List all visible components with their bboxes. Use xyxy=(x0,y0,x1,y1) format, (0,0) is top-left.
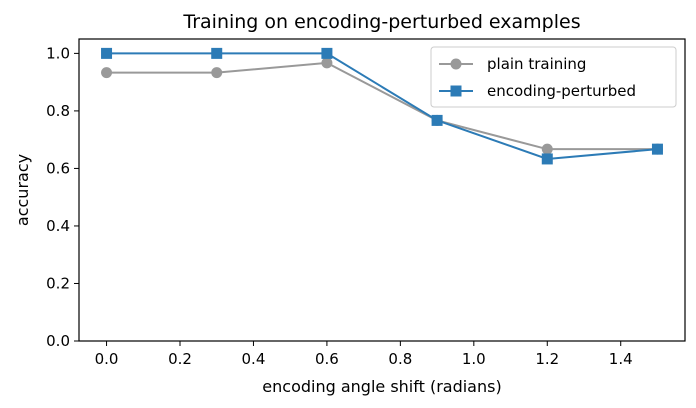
x-tick-label: 0.0 xyxy=(95,350,119,368)
x-axis-label: encoding angle shift (radians) xyxy=(262,377,501,396)
y-tick-label: 0.2 xyxy=(46,274,70,292)
series-line xyxy=(106,52,658,160)
data-point xyxy=(541,153,553,165)
data-point xyxy=(101,67,113,79)
x-tick-label: 1.2 xyxy=(535,350,559,368)
legend-marker xyxy=(450,58,462,70)
y-tick-label: 0.0 xyxy=(46,332,70,350)
data-point xyxy=(541,143,553,155)
series-encoding-perturbed xyxy=(101,47,663,165)
x-tick-label: 0.6 xyxy=(315,350,339,368)
plot-frame xyxy=(78,38,686,342)
y-axis-label: accuracy xyxy=(13,154,32,226)
data-point xyxy=(101,47,113,59)
series-line xyxy=(106,61,658,151)
x-tick-label: 0.8 xyxy=(388,350,412,368)
y-tick-label: 0.8 xyxy=(46,102,70,120)
legend-label: encoding-perturbed xyxy=(487,82,636,100)
x-tick-label: 0.4 xyxy=(242,350,266,368)
x-tick-label: 1.0 xyxy=(462,350,486,368)
y-tick-label: 0.6 xyxy=(46,159,70,177)
series-layer xyxy=(101,47,663,165)
data-point xyxy=(651,143,663,155)
data-point xyxy=(321,57,333,69)
data-point xyxy=(211,67,223,79)
legend-label: plain training xyxy=(487,55,586,73)
legend-box xyxy=(430,46,677,108)
axes: 0.0 0.2 0.4 0.6 0.8 1.0 1.2 1.4 0.0 0.2 0.4 0.6 0.8 1… xyxy=(46,44,633,368)
data-point xyxy=(321,47,333,59)
legend: plain training encoding-perturbed xyxy=(430,46,677,108)
legend-marker xyxy=(450,85,462,97)
x-tick-label: 1.4 xyxy=(609,350,633,368)
chart-title: Training on encoding-perturbed examples xyxy=(182,11,580,33)
data-point xyxy=(431,114,443,126)
y-tick-label: 0.4 xyxy=(46,217,70,235)
data-point xyxy=(211,47,223,59)
y-tick-label: 1.0 xyxy=(46,44,70,62)
x-tick-label: 0.2 xyxy=(168,350,192,368)
